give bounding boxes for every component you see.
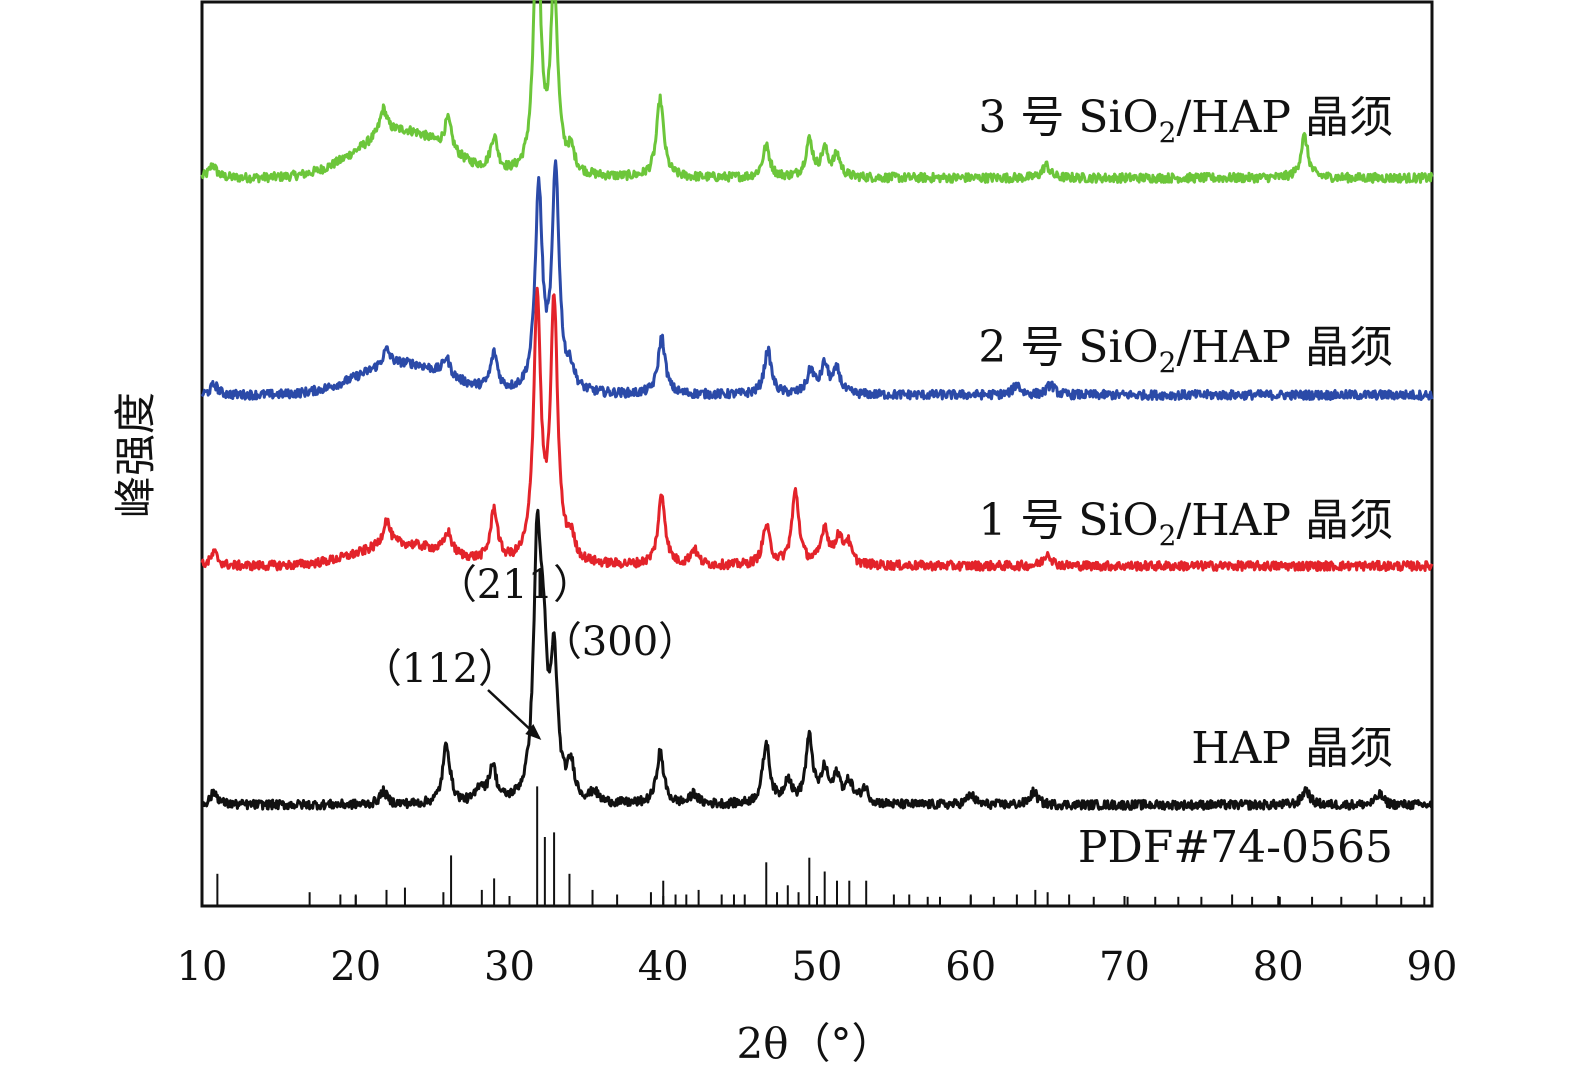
x-tick-label: 20 [330, 944, 381, 990]
series-labels: PDF#74-0565 3 号 SiO2/HAP 晶须 2 号 SiO2/HAP 晶… [978, 92, 1393, 873]
series-group [200, 0, 1434, 811]
x-tick-label: 60 [945, 944, 996, 990]
series-label-1: 3 号 SiO2/HAP 晶须 [978, 92, 1393, 149]
y-axis-label: 峰强度 [111, 392, 160, 518]
series-label-4: HAP 晶须 [1191, 723, 1393, 774]
series-line-4 [200, 508, 1434, 811]
x-axis-label: 2θ（°） [736, 1019, 893, 1068]
x-tick-label: 80 [1253, 944, 1304, 990]
series-label-3: 1 号 SiO2/HAP 晶须 [978, 495, 1393, 552]
x-axis: 10 20 30 40 50 60 70 80 90 [177, 896, 1458, 990]
x-tick-label: 70 [1099, 944, 1150, 990]
peak-annotation: （300） [542, 619, 698, 665]
reference-label: PDF#74-0565 [1078, 822, 1393, 873]
x-tick-label: 40 [638, 944, 689, 990]
peak-annotation: （211） [437, 562, 593, 608]
series-line-2 [200, 159, 1434, 401]
peak-annotations: （211） （112） （300） [362, 562, 698, 740]
series-label-2: 2 号 SiO2/HAP 晶须 [978, 322, 1393, 379]
x-tick-label: 90 [1407, 944, 1458, 990]
x-tick-label: 30 [484, 944, 535, 990]
series-line-1 [200, 0, 1434, 184]
peak-annotation: （112） [362, 646, 518, 692]
annotation-arrowhead [525, 724, 542, 740]
x-tick-label: 10 [177, 944, 228, 990]
series-line-3 [200, 286, 1434, 572]
x-tick-label: 50 [792, 944, 843, 990]
